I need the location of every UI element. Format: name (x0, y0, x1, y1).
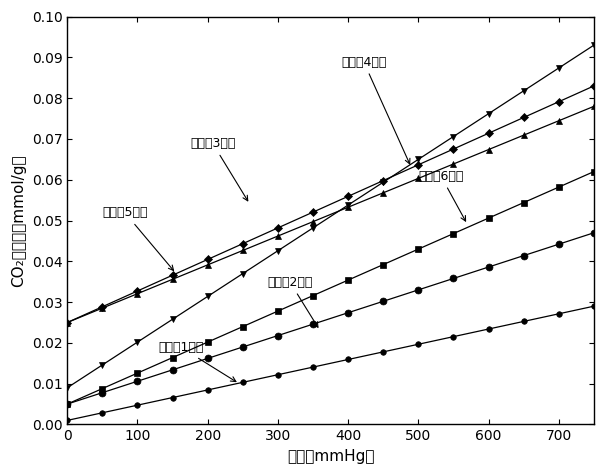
Text: 实施例4原粉: 实施例4原粉 (341, 56, 410, 164)
Text: 实施例3原粉: 实施例3原粉 (190, 137, 247, 201)
Text: 实施例5原粉: 实施例5原粉 (102, 207, 174, 270)
Text: 实施例2原粉: 实施例2原粉 (267, 276, 318, 327)
Text: 实施例6原粉: 实施例6原粉 (418, 170, 466, 221)
Text: 实施例1原粉: 实施例1原粉 (159, 341, 236, 381)
Y-axis label: CO₂吸附量（mmol/g）: CO₂吸附量（mmol/g） (11, 154, 26, 287)
X-axis label: 压力（mmHg）: 压力（mmHg） (287, 449, 374, 464)
